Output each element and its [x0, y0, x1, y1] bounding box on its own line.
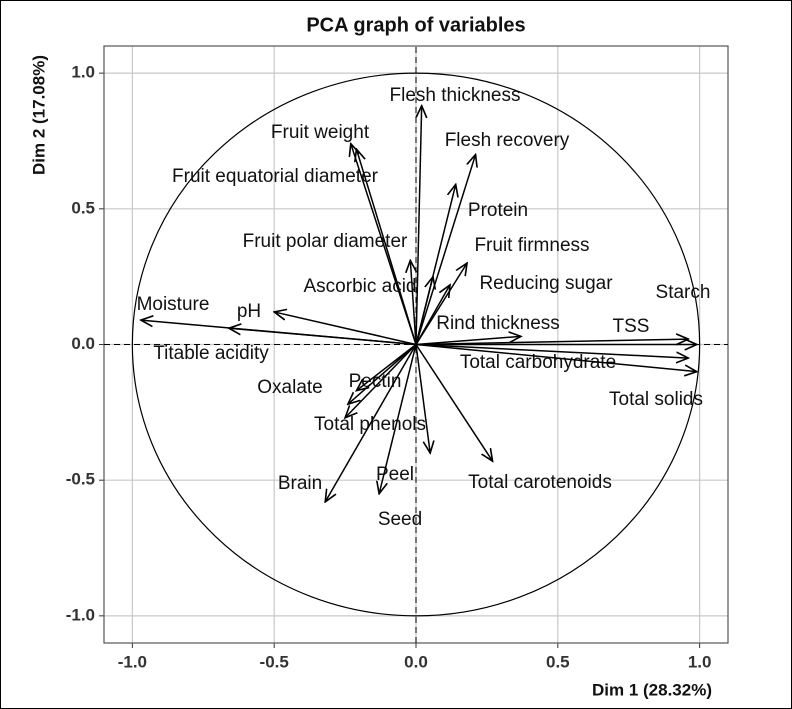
y-axis-title: Dim 2 (17.08%) — [29, 55, 48, 175]
variable-label: TSS — [613, 316, 650, 337]
variable-arrow — [356, 149, 417, 345]
variable-label: Seed — [378, 509, 422, 530]
variable-label: Fruit equatorial diameter — [172, 166, 379, 187]
variable-arrow — [415, 106, 422, 345]
variable-arrow — [348, 343, 417, 405]
variable-label: Rind thickness — [436, 313, 560, 334]
variable-label: Ascorbic acid — [304, 276, 417, 297]
variable-label: Pectin — [349, 371, 402, 392]
x-axis-title: Dim 1 (28.32%) — [592, 680, 712, 699]
y-tick-label: 0.0 — [71, 334, 95, 353]
variable-arrow — [345, 343, 417, 418]
variable-arrow — [379, 344, 417, 494]
variable-arrow — [415, 343, 688, 359]
variable-label: Flesh thickness — [390, 85, 521, 106]
variable-arrow — [229, 328, 417, 346]
variable-label: Titable acidity — [153, 343, 269, 364]
variable-arrow — [274, 312, 417, 346]
variable-label: pH — [237, 301, 261, 322]
variable-arrow — [415, 339, 688, 344]
variable-label: Total carotenoids — [468, 472, 612, 493]
variable-arrow — [410, 260, 416, 345]
variable-label: Total carbohydrate — [460, 352, 616, 373]
variable-arrow — [415, 344, 430, 454]
chart-title: PCA graph of variables — [306, 14, 525, 36]
variable-arrow — [415, 155, 476, 345]
variable-label: Brain — [278, 473, 322, 494]
x-tick-label: -1.0 — [118, 652, 147, 671]
variable-arrow — [415, 343, 697, 372]
variable-label: Moisture — [137, 294, 210, 315]
variable-arrow — [415, 336, 521, 346]
variable-arrow — [415, 277, 433, 345]
plot-area: -1.0 -0.5 0.0 0.5 1.0 -1.0 -0.5 0.0 0.5 1.0 Flesh … — [66, 45, 729, 671]
x-tick-label: -0.5 — [260, 652, 289, 671]
y-tick-label: -0.5 — [66, 470, 95, 489]
variable-label: Protein — [468, 200, 528, 221]
variable-arrow — [415, 344, 493, 462]
variable-arrow — [415, 285, 450, 345]
variable-label: Reducing sugar — [479, 273, 613, 294]
variable-label: Fruit polar diameter — [243, 231, 408, 252]
variable-label: Oxalate — [257, 377, 322, 398]
variable-label: Fruit weight — [271, 122, 370, 143]
x-tick-label: 0.5 — [546, 652, 570, 671]
variable-label: Starch — [656, 282, 711, 303]
variable-arrow — [356, 343, 417, 391]
variable-arrow — [325, 344, 417, 502]
variable-label: Flesh recovery — [445, 130, 570, 151]
y-tick-label: 0.5 — [71, 198, 95, 217]
x-tick-label: 1.0 — [688, 652, 712, 671]
y-tick-label: -1.0 — [66, 605, 95, 624]
variable-label: Fruit firmness — [474, 235, 589, 256]
y-tick-label: 1.0 — [71, 63, 95, 82]
variable-label: Total solids — [609, 389, 703, 410]
x-tick-label: 0.0 — [404, 652, 428, 671]
